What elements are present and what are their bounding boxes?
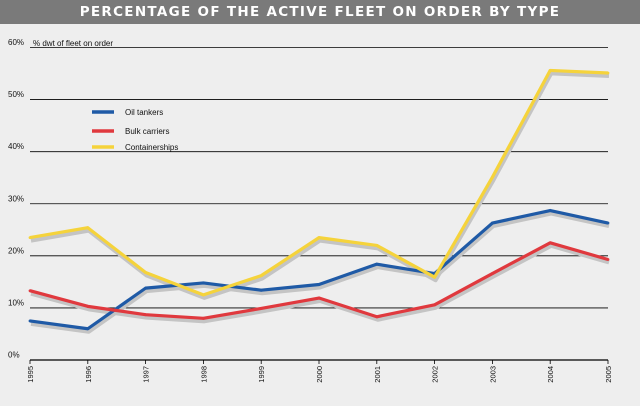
data-point [317,283,321,286]
data-point [375,315,379,319]
data-point [548,69,552,72]
series-shadow [30,71,610,300]
x-tick-label: 2002 [431,366,440,383]
line-chart: 0%10%20%30%40%50%60% 1995 1996 1997 1998 199… [8,38,613,383]
y-tick-label: 30% [8,194,24,203]
data-point [606,221,610,225]
data-point [317,296,321,300]
x-tick-label: 1998 [199,366,208,383]
x-tick-label: 1995 [26,366,35,383]
x-tick-label: 2005 [604,366,613,383]
y-tick-label: 40% [8,142,24,151]
chart-title: PERCENTAGE OF THE ACTIVE FLEET ON ORDER … [0,0,640,24]
data-point [28,289,32,293]
data-point [375,262,379,266]
y-axis-label: % dwt of fleet on order [33,39,113,48]
y-tick-label: 50% [8,90,24,99]
x-tick-label: 1996 [84,366,93,383]
x-tick-labels: 1995 1996 1997 1998 1999 2000 2001 2002 2003 2004… [26,360,613,383]
data-point [144,271,148,274]
data-point [202,293,205,297]
data-point [259,274,263,278]
x-tick-label: 2003 [488,366,497,383]
data-point [28,236,32,240]
data-point [606,258,610,261]
x-tick-label: 2001 [373,366,382,383]
data-point [202,316,205,320]
series-shadow [30,243,610,324]
data-point [86,226,90,230]
x-tick-label: 2004 [546,366,555,383]
y-tick-label: 10% [8,298,24,307]
series-shadows [30,71,610,334]
y-tick-label: 60% [8,38,24,47]
data-point [202,281,205,285]
legend-label: Containerships [125,143,178,152]
data-point [433,303,436,307]
legend-label: Oil tankers [125,108,163,117]
data-point [491,221,494,225]
data-point [491,175,494,179]
data-point [259,307,263,310]
data-point [144,286,148,290]
legend-label: Bulk carriers [125,127,169,136]
data-point [28,319,32,323]
y-tick-label: 20% [8,246,24,255]
data-point [86,327,90,331]
x-tick-label: 1997 [142,366,151,383]
data-point [548,241,552,245]
y-tick-label: 0% [8,351,20,360]
data-point [606,71,610,75]
data-point [375,244,379,247]
data-point [433,275,436,279]
legend: Oil tankers Bulk carriers Containerships [92,108,178,152]
data-point [86,304,90,308]
series-lines [28,68,610,331]
data-point [548,209,552,212]
data-point [259,288,263,292]
y-tick-labels: 0% 10% 20% 30% 40% 50% 60% [8,38,24,360]
series-shadow [30,211,610,334]
data-point [491,272,494,275]
data-point [144,313,148,317]
x-tick-label: 2000 [315,366,324,383]
x-tick-label: 1999 [257,366,266,383]
plot-area: 0% 10% 20% 30% 40% 50% 60% 1995 1996 1997 1998 199… [0,24,640,406]
data-point [317,236,321,240]
